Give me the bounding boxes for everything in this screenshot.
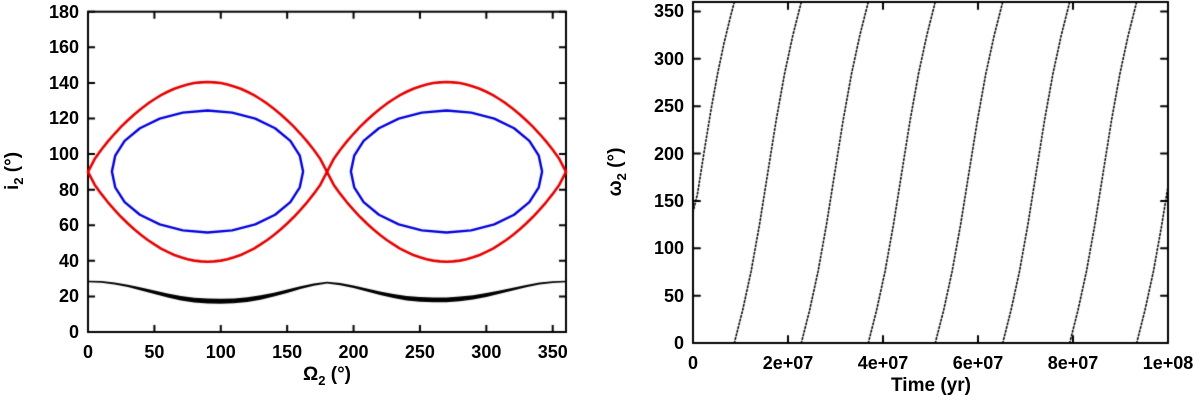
left-x-axis-label: Ω2 (°) xyxy=(303,364,351,388)
x-tick-label: 4e+07 xyxy=(857,353,909,373)
y-tick-label: 350 xyxy=(653,1,684,22)
x-tick-label: 250 xyxy=(404,342,435,362)
right-y-axis-subscript: 2 xyxy=(613,173,629,181)
right-x-axis-symbol: Time xyxy=(891,375,936,396)
y-tick-label: 40 xyxy=(58,250,79,271)
left-x-axis-unit: (°) xyxy=(325,364,351,385)
y-tick-label: 140 xyxy=(48,72,79,93)
y-tick-label: 250 xyxy=(653,96,684,117)
x-tick-label: 0 xyxy=(687,353,699,373)
y-tick-label: 150 xyxy=(653,190,684,211)
y-tick-label: 120 xyxy=(48,108,79,129)
left-x-axis-subscript: 2 xyxy=(318,372,326,388)
x-tick-label: 0 xyxy=(82,342,94,362)
x-tick-label: 6e+07 xyxy=(952,353,1004,373)
x-tick-label: 2e+07 xyxy=(762,353,814,373)
y-tick-label: 0 xyxy=(673,333,684,353)
y-tick-label: 180 xyxy=(48,1,79,22)
y-tick-label: 160 xyxy=(48,37,79,58)
y-tick-label: 100 xyxy=(48,144,79,165)
right-x-axis-label: Time (yr) xyxy=(891,375,971,399)
y-tick-label: 50 xyxy=(663,285,684,306)
x-tick-label: 1e+08 xyxy=(1142,353,1194,373)
y-tick-label: 20 xyxy=(58,286,79,307)
x-tick-label: 300 xyxy=(471,342,502,362)
right-x-axis-unit: (yr) xyxy=(935,375,971,396)
y-tick-label: 300 xyxy=(653,48,684,69)
y-tick-label: 60 xyxy=(58,215,79,236)
x-tick-label: 8e+07 xyxy=(1047,353,1099,373)
x-tick-label: 350 xyxy=(537,342,568,362)
x-tick-label: 150 xyxy=(272,342,303,362)
left-x-axis-symbol: Ω xyxy=(303,364,319,385)
x-tick-label: 100 xyxy=(205,342,236,362)
y-tick-label: 80 xyxy=(58,179,79,200)
x-tick-label: 50 xyxy=(144,342,165,362)
y-tick-label: 0 xyxy=(68,322,79,342)
x-tick-label: 200 xyxy=(338,342,369,362)
y-tick-label: 200 xyxy=(653,143,684,164)
y-tick-label: 100 xyxy=(653,238,684,259)
